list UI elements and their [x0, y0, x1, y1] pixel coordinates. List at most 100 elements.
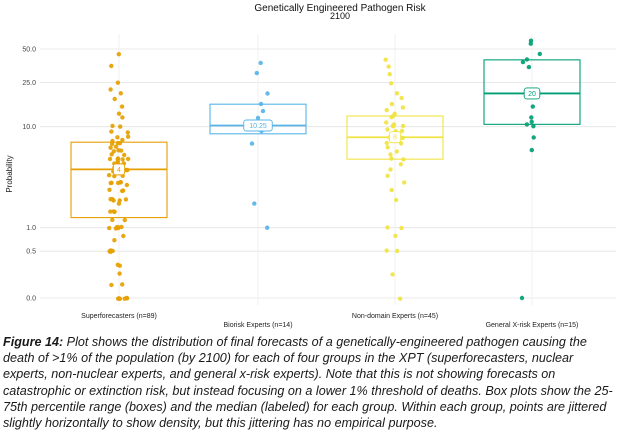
data-point: [395, 248, 400, 254]
data-point: [526, 64, 532, 70]
data-point: [106, 173, 112, 178]
data-point: [113, 144, 119, 149]
data-point: [125, 167, 130, 173]
data-point: [111, 209, 116, 214]
data-point: [393, 197, 399, 203]
data-point: [265, 91, 270, 96]
data-point: [108, 145, 113, 150]
figure-caption: Figure 14: Plot shows the distribution o…: [3, 334, 619, 431]
data-point: [110, 123, 115, 129]
data-point: [399, 95, 404, 101]
data-point: [400, 135, 405, 141]
median-label-box: [388, 131, 402, 144]
data-point: [122, 217, 128, 223]
data-point: [389, 115, 394, 120]
data-point: [109, 152, 114, 157]
data-point: [400, 123, 406, 129]
data-point: [519, 295, 525, 301]
data-point: [120, 157, 125, 162]
data-point: [116, 111, 122, 116]
data-point: [110, 217, 115, 223]
data-point: [399, 225, 404, 231]
data-point: [537, 51, 542, 57]
data-point: [125, 156, 131, 162]
data-point: [108, 209, 113, 214]
y-tick-label: 1.0: [26, 225, 36, 232]
median-label: 8: [393, 135, 397, 142]
data-point: [529, 147, 534, 153]
data-point: [385, 145, 390, 150]
data-point: [531, 124, 536, 129]
data-point: [249, 141, 255, 146]
data-point: [397, 296, 403, 301]
data-point: [125, 130, 130, 135]
data-point: [118, 124, 123, 129]
y-tick-label: 0.5: [26, 249, 36, 256]
data-point: [388, 81, 394, 86]
y-axis-ticks: 0.0 0.5 1.0 10.0 25.0 50.0: [22, 47, 36, 303]
y-tick-label: 0.0: [26, 296, 36, 303]
data-point: [400, 105, 406, 110]
data-point: [528, 41, 533, 46]
data-point: [384, 248, 389, 253]
chart-subtitle: 2100: [330, 11, 350, 21]
data-point: [120, 188, 125, 194]
data-point: [115, 80, 121, 85]
data-point: [107, 225, 112, 231]
data-point: [390, 123, 395, 129]
data-point: [118, 148, 124, 153]
data-point: [109, 63, 114, 69]
data-point: [529, 119, 534, 125]
data-point: [122, 296, 127, 301]
data-point: [117, 296, 123, 301]
data-point: [265, 225, 270, 230]
data-point: [118, 180, 123, 185]
data-point: [122, 152, 127, 158]
category-labels: Superforecasters (n=89) Biorisk Experts (…: [81, 313, 578, 329]
data-point: [531, 135, 536, 140]
boxes: [70, 59, 581, 219]
data-point: [524, 122, 530, 127]
data-point: [116, 201, 122, 206]
data-point: [529, 115, 534, 120]
median-label-box: [523, 87, 541, 100]
data-point: [113, 226, 119, 231]
data-point: [118, 91, 124, 96]
data-point: [383, 57, 388, 62]
data-point: [399, 128, 405, 134]
chart-figure: Genetically Engineered Pathogen Risk 210…: [5, 3, 616, 329]
data-point: [120, 115, 125, 120]
caption-label: Figure 14:: [3, 335, 64, 349]
data-point: [109, 180, 114, 185]
data-point: [108, 87, 113, 92]
data-point: [386, 64, 391, 69]
category-label: General X-risk Experts (n=15): [486, 322, 579, 329]
y-tick-label: 50.0: [22, 47, 36, 54]
data-point: [109, 282, 114, 288]
data-point: [524, 57, 530, 62]
data-point: [125, 134, 131, 139]
y-tick-label: 25.0: [22, 80, 36, 87]
median-labels: 4 10.25 8 20: [112, 87, 541, 176]
data-point: [384, 120, 389, 125]
data-point: [401, 157, 406, 162]
data-point: [107, 249, 112, 254]
data-point: [389, 101, 395, 107]
data-point: [394, 91, 400, 96]
y-tick-label: 10.0: [22, 124, 36, 131]
chart-title: Genetically Engineered Pathogen Risk: [254, 3, 426, 14]
data-point: [116, 52, 122, 57]
median-label-box: [112, 163, 126, 176]
data-point: [390, 272, 395, 277]
data-point: [530, 104, 535, 109]
data-point: [121, 233, 126, 239]
median-label: 10.25: [249, 123, 267, 130]
data-point: [387, 72, 392, 77]
data-point: [109, 129, 114, 134]
data-point: [388, 152, 393, 157]
category-label: Superforecasters (n=89): [81, 313, 157, 320]
data-point: [117, 141, 123, 146]
median-label: 20: [528, 91, 536, 98]
data-point: [107, 187, 112, 192]
data-point: [108, 197, 113, 202]
